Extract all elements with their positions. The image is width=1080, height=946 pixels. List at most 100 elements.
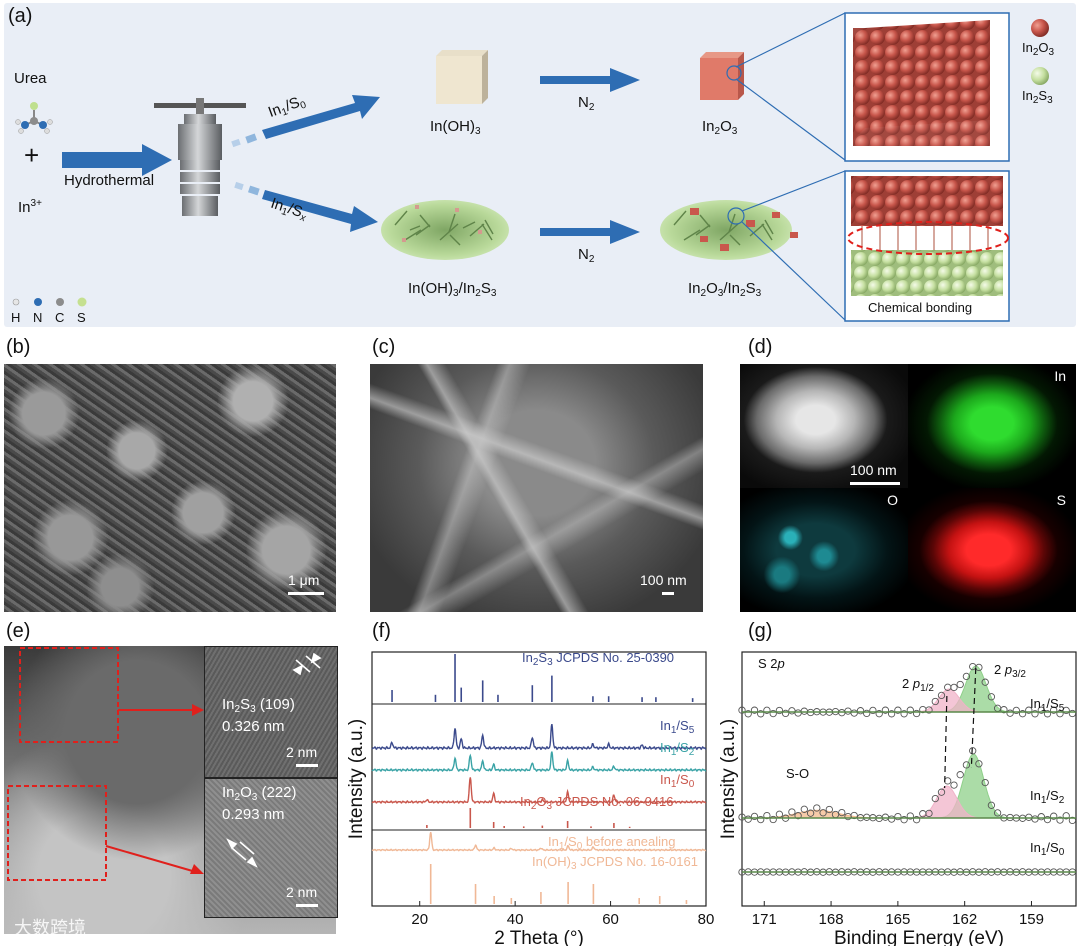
scale-text-b: 1 μm [288, 572, 320, 588]
legend-in2o3-label: In2O3 [1022, 40, 1055, 58]
xrd-label-inoh3-ref: In(OH)3 JCPDS No. 16-0161 [532, 854, 698, 872]
xps-data-point [850, 709, 858, 717]
xps-data-point [813, 804, 821, 812]
in-oh3-cube [436, 50, 488, 104]
hrtem-d-spacing-in2s3: 0.326 nm [222, 718, 285, 735]
xrd-y-axis-label: Intensity (a.u.) [346, 719, 367, 839]
hrtem-inset-in2s3 [204, 646, 338, 778]
xps-data-point [788, 808, 796, 816]
route-bottom-arrow [234, 181, 378, 232]
in-oh3-in2s3-nanoflower [381, 200, 509, 260]
haadf-image: 100 nm [740, 364, 908, 488]
xrd-x-tick-label: 40 [507, 911, 524, 928]
xps-data-point [962, 761, 971, 769]
n2-top-label: N2 [578, 94, 595, 113]
scale-bar-e-bottom [296, 904, 318, 907]
xps-data-point [981, 778, 989, 787]
chemical-bonding-label: Chemical bonding [868, 300, 973, 315]
urea-molecule-icon [15, 102, 53, 134]
xps-data-point [1062, 706, 1070, 715]
xps-label-s0: In1/S0 [1030, 840, 1065, 858]
xps-data-point [769, 709, 777, 718]
xps-data-point [781, 709, 790, 718]
legend-in2s3-label: In2S3 [1022, 88, 1053, 106]
scale-text-e-top: 2 nm [286, 744, 318, 760]
xps-data-point [769, 815, 777, 824]
xps-data-point [794, 709, 802, 717]
in2o3-in2s3-label: In2O3/In2S3 [688, 280, 762, 299]
xps-data-point [1043, 710, 1052, 718]
xrd-x-tick-label: 60 [602, 911, 619, 928]
xps-data-point [1043, 815, 1052, 824]
xps-x-tick-label: 168 [819, 911, 844, 928]
panel-label-a: (a) [8, 5, 33, 27]
route-top-arrow [231, 95, 380, 148]
xps-data-point [1037, 706, 1045, 714]
xps-data-point [850, 811, 858, 820]
xps-data-point [975, 760, 983, 768]
n2-bottom-arrow [540, 220, 640, 244]
xps-data-point [937, 788, 946, 796]
xps-data-point [838, 808, 846, 817]
xps-x-tick-label: 171 [752, 911, 777, 928]
hrtem-d-spacing-in2o3: 0.293 nm [222, 806, 285, 823]
n2-top-arrow [540, 68, 640, 92]
xps-data-point [788, 707, 796, 715]
xps-data-point [993, 809, 1002, 817]
scale-bar-d [850, 482, 900, 485]
xrd-x-tick-label: 20 [411, 911, 428, 928]
xps-data-point [1050, 706, 1058, 714]
in2o3-lattice-box [844, 12, 1010, 162]
xps-data-point [869, 706, 877, 715]
xps-data-point [894, 812, 902, 821]
panel-label-g: (g) [748, 620, 773, 642]
xps-label-s2: In1/S2 [1030, 788, 1065, 806]
xrd-label-in2s3-ref: In2S3 JCPDS No. 25-0390 [522, 650, 675, 668]
xrd-label-s0: In1/S0 [660, 772, 695, 790]
in-oh3-label: In(OH)3 [430, 118, 481, 137]
xps-label-so: S-O [786, 766, 810, 781]
xps-data-point [1006, 709, 1014, 717]
xps-data-point [887, 815, 896, 823]
xps-data-point [912, 816, 921, 824]
sem-image-high-mag: 100 nm [370, 364, 703, 612]
xps-data-point [906, 706, 914, 714]
xps-data-point [931, 794, 939, 803]
xps-data-point [1056, 710, 1064, 718]
xps-data-point [757, 815, 765, 824]
xps-axes-frame [741, 651, 1077, 907]
xps-data-point [1012, 706, 1020, 715]
xps-x-tick-label: 162 [952, 911, 977, 928]
scale-text-e-bottom: 2 nm [286, 884, 318, 900]
xrd-x-tick-label: 80 [698, 911, 715, 928]
hrtem-label-in2s3: In2S3 (109) [222, 696, 295, 715]
xps-data-point [1000, 706, 1008, 714]
xps-guide-p32 [970, 667, 977, 769]
legend-in2o3-sphere [1031, 19, 1049, 37]
atom-legend-icons [12, 297, 87, 307]
xrd-pattern-line [371, 723, 707, 751]
atom-legend-n: N [33, 310, 43, 325]
eds-label-o: O [887, 492, 898, 508]
xps-x-tick-label: 159 [1019, 911, 1044, 928]
xps-data-point [900, 710, 908, 718]
in-oh3-in2s3-label: In(OH)3/In2S3 [408, 280, 497, 299]
xps-data-point [950, 683, 958, 692]
xrd-pattern-line [371, 777, 707, 805]
xps-data-point [1018, 710, 1027, 718]
legend-in2s3-sphere [1031, 67, 1049, 85]
urea-label: Urea [14, 70, 47, 87]
xps-data-point [775, 706, 784, 715]
xps-data-point [863, 709, 871, 718]
xps-component-fill [906, 753, 1041, 819]
hydrothermal-label: Hydrothermal [64, 172, 155, 189]
tem-annotations [7, 647, 322, 881]
xps-data-point [900, 816, 908, 824]
panel-label-d: (d) [748, 336, 773, 358]
in2o3-in2s3-nanoflower [660, 200, 798, 260]
xps-data-point [1062, 812, 1070, 820]
xps-data-point [881, 813, 890, 821]
xps-data-point [750, 812, 759, 821]
atom-legend-h: H [11, 310, 21, 325]
